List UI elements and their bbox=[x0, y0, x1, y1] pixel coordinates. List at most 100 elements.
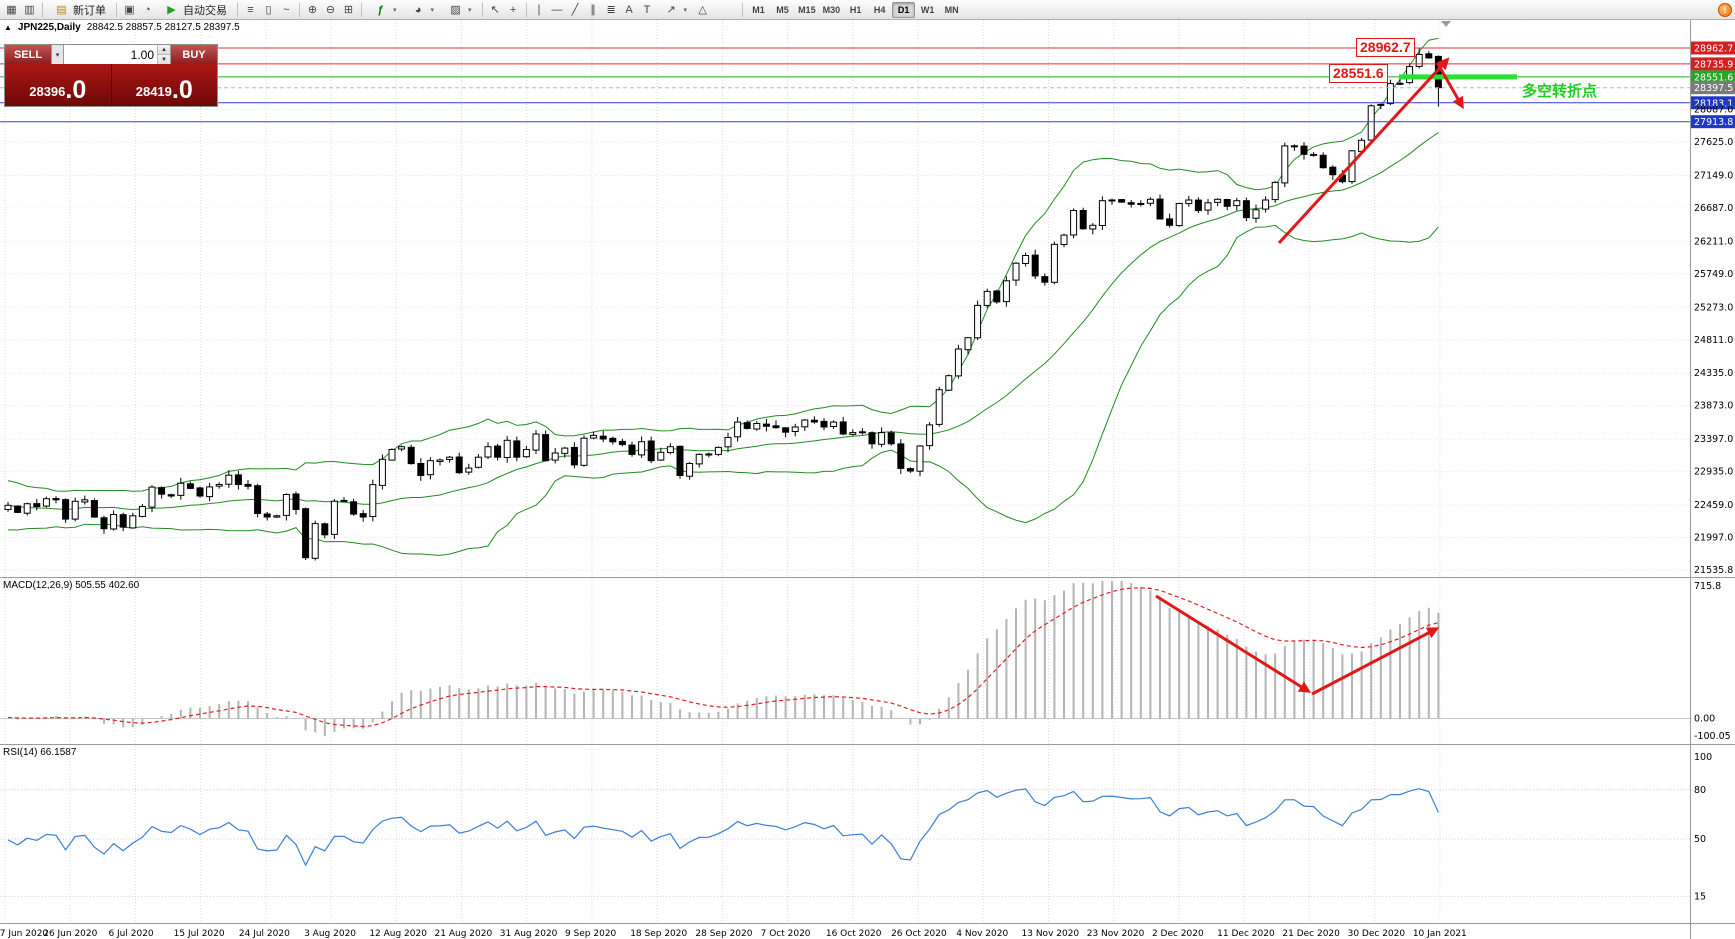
annotation-support-price-label[interactable]: 28551.6 bbox=[1329, 64, 1388, 83]
bollinger-line bbox=[7, 37, 1439, 492]
cursor-icon[interactable]: ↖ bbox=[490, 4, 500, 16]
toolbar-separator bbox=[742, 2, 744, 17]
date-label: 4 Nov 2020 bbox=[956, 929, 1008, 939]
sell-price-button[interactable]: 28396 .0 bbox=[5, 64, 112, 106]
timeframe-h4[interactable]: H4 bbox=[873, 4, 886, 15]
sell-button[interactable]: SELL bbox=[5, 45, 51, 64]
candle-body bbox=[1290, 145, 1298, 148]
timeframe-d1[interactable]: D1 bbox=[892, 1, 916, 18]
candle-body bbox=[494, 445, 502, 458]
timeframe-m1[interactable]: M1 bbox=[752, 4, 765, 15]
candle-body bbox=[455, 456, 463, 474]
annotation-turning-point-text[interactable]: 多空转折点 bbox=[1522, 83, 1598, 100]
date-label: 23 Nov 2020 bbox=[1087, 929, 1145, 939]
candle-body bbox=[81, 499, 89, 503]
price-tag-gray bbox=[1691, 81, 1735, 95]
buy-price-button[interactable]: 28419 .0 bbox=[111, 64, 217, 106]
candle-body bbox=[1060, 234, 1068, 246]
bar-chart-icon[interactable]: ≡ bbox=[247, 3, 254, 16]
buy-button[interactable]: BUY bbox=[171, 45, 217, 64]
arrows-tool-button[interactable]: ↗ ▾ bbox=[657, 1, 694, 18]
one-click-toggle[interactable]: ▲ bbox=[4, 23, 12, 32]
candle-body bbox=[426, 460, 434, 476]
shapes-tool-icon[interactable]: △ bbox=[698, 4, 707, 16]
candle-body bbox=[561, 447, 569, 454]
candle-body bbox=[330, 500, 338, 535]
volume-input[interactable] bbox=[64, 45, 157, 64]
candle-body bbox=[234, 474, 242, 485]
candle-body bbox=[887, 432, 895, 445]
new-chart-icon[interactable]: ▦ bbox=[6, 4, 17, 16]
market-watch-icon[interactable]: ▣ bbox=[124, 4, 135, 16]
timeframe-m15[interactable]: M15 bbox=[798, 4, 816, 15]
candle-body bbox=[1319, 154, 1327, 169]
new-order-button[interactable]: ▤ 新订单 bbox=[47, 1, 112, 18]
alert-icon[interactable]: ! bbox=[1718, 2, 1732, 17]
crosshair-icon[interactable]: + bbox=[509, 3, 517, 16]
profiles-icon[interactable]: ▥ bbox=[24, 4, 35, 16]
templates-button[interactable]: ▨ ▾ bbox=[441, 1, 478, 18]
candle-body bbox=[686, 463, 694, 477]
price-label: 25749.0 bbox=[1694, 269, 1733, 280]
label-tool-icon[interactable]: T bbox=[643, 3, 651, 16]
zoom-out-icon[interactable]: ⊖ bbox=[325, 4, 336, 16]
candle-body bbox=[926, 424, 934, 447]
timeframe-w1[interactable]: W1 bbox=[920, 4, 935, 15]
indicators-button[interactable]: ƒ ▾ bbox=[366, 1, 403, 18]
timeframe-h1[interactable]: H1 bbox=[849, 4, 862, 15]
macd-pane bbox=[0, 581, 1690, 737]
candle-body bbox=[1377, 103, 1385, 106]
price-tag-red bbox=[1691, 41, 1735, 55]
toolbar-separator bbox=[361, 2, 362, 17]
price-label: 26211.0 bbox=[1694, 236, 1733, 247]
text-tool-icon[interactable]: A bbox=[625, 3, 633, 16]
trend-arrow-1[interactable] bbox=[1436, 63, 1464, 110]
candle-body bbox=[311, 523, 319, 559]
rsi-line bbox=[7, 788, 1439, 867]
timeframe-m5[interactable]: M5 bbox=[776, 4, 789, 15]
candle-body bbox=[801, 419, 809, 428]
candle-body bbox=[90, 500, 98, 518]
line-chart-icon[interactable]: ~ bbox=[283, 3, 290, 16]
zoom-in-icon[interactable]: ⊕ bbox=[307, 4, 318, 16]
strategy-tester-icon[interactable]: ◔ bbox=[144, 3, 151, 16]
candle-body bbox=[282, 494, 290, 516]
trend-arrow-2[interactable] bbox=[1155, 594, 1312, 693]
candle-body bbox=[839, 421, 847, 435]
sell-price-main: 28396 bbox=[29, 84, 66, 99]
vertical-line-tool-icon[interactable]: ∣ bbox=[536, 4, 542, 16]
date-label: 30 Dec 2020 bbox=[1348, 929, 1406, 939]
autotrading-button[interactable]: ▶ 自动交易 bbox=[157, 1, 233, 18]
candle-body bbox=[542, 434, 550, 462]
fibonacci-tool-icon[interactable]: ≣ bbox=[606, 4, 616, 16]
trend-arrow-0[interactable] bbox=[1277, 57, 1450, 245]
timeframe-mn[interactable]: MN bbox=[944, 4, 959, 15]
candle-body bbox=[830, 421, 838, 428]
volume-up-button[interactable]: ▲ bbox=[158, 45, 170, 55]
candle-chart-icon[interactable]: ▯ bbox=[265, 4, 272, 16]
annotation-high-price-label[interactable]: 28962.7 bbox=[1356, 38, 1415, 57]
candle-body bbox=[254, 485, 262, 515]
timeframe-m30[interactable]: M30 bbox=[822, 4, 841, 15]
indicators-caret-icon: ▾ bbox=[393, 6, 397, 14]
volume-preset-dropdown[interactable]: ▾ bbox=[51, 45, 64, 64]
channel-tool-icon[interactable]: ∥ bbox=[590, 4, 596, 16]
candle-body bbox=[810, 419, 818, 423]
volume-down-button[interactable]: ▼ bbox=[158, 55, 170, 64]
horizontal-line-tool-icon[interactable]: ― bbox=[551, 3, 563, 16]
candle-body bbox=[1156, 198, 1164, 220]
candle-body bbox=[1041, 276, 1049, 283]
price-tag-blue bbox=[1691, 115, 1735, 129]
candle-body bbox=[1281, 145, 1289, 184]
date-label: 26 Jun 2020 bbox=[43, 929, 97, 939]
candle-body bbox=[753, 423, 761, 430]
periods-button[interactable]: ◕ ▾ bbox=[404, 1, 441, 18]
tile-windows-icon[interactable]: ⊞ bbox=[343, 4, 354, 16]
price-label: 26687.0 bbox=[1694, 203, 1733, 214]
candle-body bbox=[657, 451, 665, 461]
toolbar-separator bbox=[42, 2, 43, 17]
trendline-tool-icon[interactable]: ╱ bbox=[571, 4, 579, 16]
candle-body bbox=[167, 494, 175, 497]
trend-arrow-3[interactable] bbox=[1311, 627, 1440, 696]
